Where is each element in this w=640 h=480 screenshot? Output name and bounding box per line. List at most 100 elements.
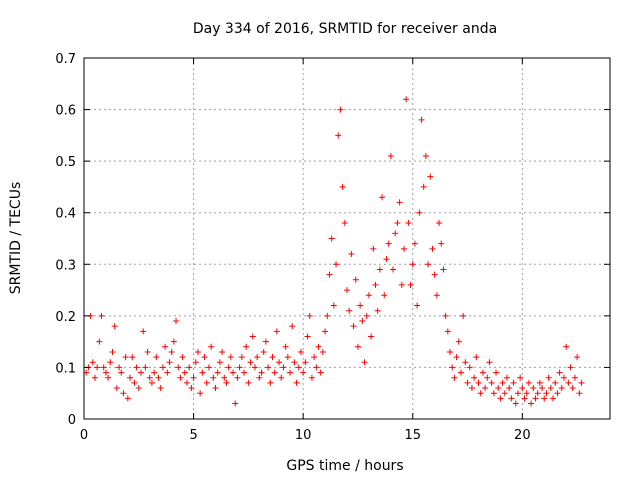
data-point	[341, 220, 348, 227]
data-point	[234, 374, 241, 381]
data-point	[554, 390, 561, 397]
y-tick-label: 0.5	[55, 155, 76, 170]
data-point	[560, 374, 567, 381]
data-point	[442, 312, 449, 319]
data-point	[462, 359, 469, 366]
data-point	[166, 359, 173, 366]
data-point	[162, 343, 169, 350]
data-point	[346, 307, 353, 314]
data-point	[457, 369, 464, 376]
data-point	[273, 328, 280, 335]
data-point	[251, 364, 258, 371]
data-point	[94, 364, 101, 371]
data-point	[201, 354, 208, 361]
data-point	[282, 343, 289, 350]
x-axis: 0 5 10 15 20	[80, 58, 531, 443]
data-point	[122, 354, 129, 361]
data-point	[565, 379, 572, 386]
data-point	[262, 338, 269, 345]
data-point	[433, 292, 440, 299]
data-point	[514, 390, 521, 397]
data-point	[208, 343, 215, 350]
x-axis-title: GPS time / hours	[286, 458, 403, 474]
data-point	[324, 312, 331, 319]
data-point	[105, 374, 112, 381]
data-point	[326, 271, 333, 278]
data-point	[394, 220, 401, 227]
data-point	[436, 220, 443, 227]
data-point	[567, 364, 574, 371]
data-point	[313, 364, 320, 371]
data-point	[365, 292, 372, 299]
data-point	[545, 374, 552, 381]
data-point	[363, 312, 370, 319]
data-point	[98, 312, 105, 319]
x-tick-label: 5	[189, 428, 197, 443]
y-tick-label: 0.4	[55, 207, 76, 222]
data-point	[254, 354, 261, 361]
data-point	[221, 374, 228, 381]
data-point	[468, 385, 475, 392]
y-tick-label: 0.6	[55, 104, 76, 119]
data-point	[490, 390, 497, 397]
data-point	[541, 395, 548, 402]
data-point	[148, 379, 155, 386]
data-point	[137, 369, 144, 376]
data-point	[186, 364, 193, 371]
data-point	[398, 281, 405, 288]
data-point	[135, 385, 142, 392]
data-point	[350, 323, 357, 330]
data-point	[173, 318, 180, 325]
data-point	[425, 261, 432, 268]
data-point	[297, 348, 304, 355]
y-axis-title: SRMTID / TECUs	[8, 182, 24, 295]
data-point	[517, 374, 524, 381]
data-point	[422, 152, 429, 159]
data-point	[232, 400, 239, 407]
data-point	[146, 374, 153, 381]
y-tick-label: 0.3	[55, 258, 76, 273]
y-tick-label: 0.7	[55, 52, 76, 67]
data-point	[385, 240, 392, 247]
data-point	[484, 374, 491, 381]
data-point	[295, 364, 302, 371]
data-point	[460, 312, 467, 319]
data-point	[530, 385, 537, 392]
data-point	[475, 379, 482, 386]
data-point	[306, 312, 313, 319]
data-point	[210, 374, 217, 381]
data-point	[243, 343, 250, 350]
data-point	[129, 354, 136, 361]
data-point	[337, 106, 344, 113]
data-point	[556, 369, 563, 376]
data-point	[258, 369, 265, 376]
data-point	[508, 395, 515, 402]
data-point	[203, 379, 210, 386]
data-point	[223, 379, 230, 386]
data-point	[151, 369, 158, 376]
data-point	[91, 374, 98, 381]
data-point	[335, 132, 342, 139]
data-point	[291, 359, 298, 366]
data-point	[354, 343, 361, 350]
y-tick-label: 0.2	[55, 310, 76, 325]
data-point	[197, 390, 204, 397]
data-point	[199, 369, 206, 376]
data-point	[127, 374, 134, 381]
data-point	[390, 266, 397, 273]
data-point	[374, 307, 381, 314]
data-point	[181, 369, 188, 376]
data-point	[525, 379, 532, 386]
data-point	[400, 245, 407, 252]
data-point	[438, 240, 445, 247]
data-point	[111, 323, 118, 330]
data-point	[405, 220, 412, 227]
data-point	[486, 359, 493, 366]
data-point	[216, 359, 223, 366]
data-point	[227, 354, 234, 361]
data-point	[140, 328, 147, 335]
data-point	[501, 390, 508, 397]
data-point	[212, 385, 219, 392]
data-point	[409, 261, 416, 268]
data-point	[370, 245, 377, 252]
